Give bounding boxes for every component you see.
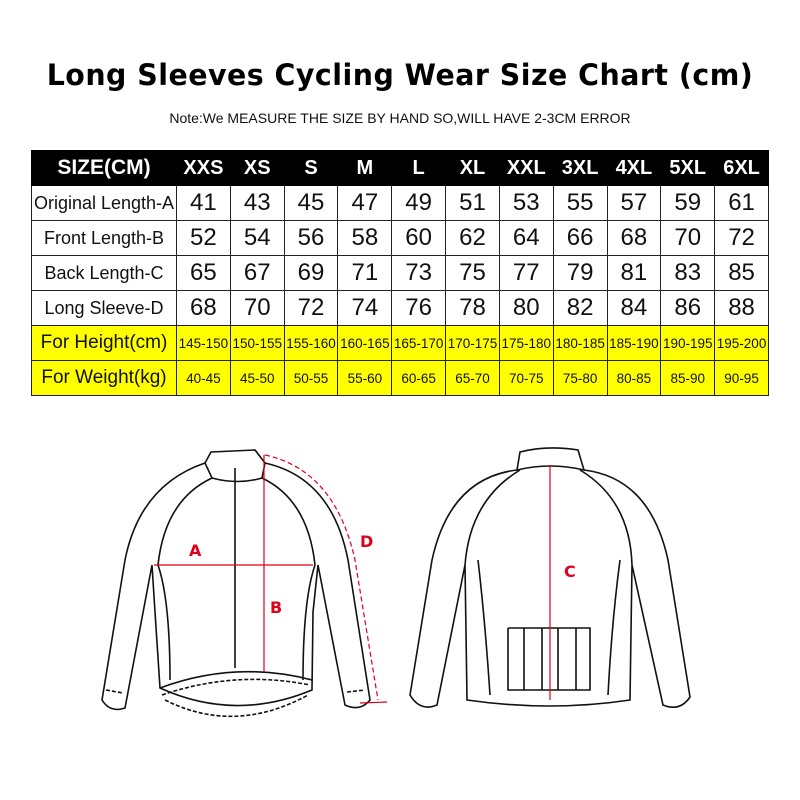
header-size: XL <box>445 150 500 186</box>
header-size: 6XL <box>714 150 769 186</box>
row-label: For Height(cm) <box>31 325 177 361</box>
header-size: M <box>337 150 393 186</box>
measurement-lines <box>154 454 388 704</box>
table-cell: 40-45 <box>176 360 231 396</box>
table-cell: 155-160 <box>283 325 339 361</box>
table-cell: 195-200 <box>714 325 769 361</box>
table-cell: 51 <box>445 185 500 221</box>
table-cell: 69 <box>283 255 339 291</box>
table-cell: 64 <box>498 220 554 256</box>
table-cell: 45-50 <box>229 360 285 396</box>
table-cell: 76 <box>391 290 447 326</box>
table-cell: 77 <box>498 255 554 291</box>
header-size: L <box>391 150 447 186</box>
measure-line-d <box>264 454 379 701</box>
table-cell: 79 <box>552 255 608 291</box>
table-cell: 70-75 <box>498 360 554 396</box>
table-cell: 170-175 <box>445 325 500 361</box>
table-cell: 50-55 <box>283 360 339 396</box>
table-cell: 58 <box>337 220 393 256</box>
table-cell: 75-80 <box>552 360 608 396</box>
table-cell: 84 <box>606 290 662 326</box>
table-cell: 75 <box>445 255 500 291</box>
table-cell: 165-170 <box>391 325 447 361</box>
row-label: For Weight(kg) <box>31 360 177 396</box>
table-row: Front Length-B 52 54 56 58 60 62 64 66 68 70 72 <box>31 220 769 256</box>
header-size: 3XL <box>552 150 608 186</box>
table-row: For Height(cm) 145-150 150-155 155-160 160-1… <box>31 325 769 361</box>
table-cell: 88 <box>714 290 769 326</box>
table-cell: 86 <box>660 290 716 326</box>
table-cell: 61 <box>714 185 769 221</box>
row-label: Original Length-A <box>31 185 177 221</box>
label-c: C <box>564 562 576 581</box>
table-row: For Weight(kg) 40-45 45-50 50-55 55-60 60-65 6… <box>31 360 769 396</box>
table-cell: 72 <box>714 220 769 256</box>
page-title: Long Sleeves Cycling Wear Size Chart (cm… <box>46 58 754 92</box>
table-cell: 62 <box>445 220 500 256</box>
front-jersey-drawing <box>101 449 371 718</box>
table-cell: 71 <box>337 255 393 291</box>
table-cell: 47 <box>337 185 393 221</box>
table-cell: 90-95 <box>714 360 769 396</box>
header-size: XS <box>229 150 285 186</box>
table-cell: 55-60 <box>337 360 393 396</box>
header-size: 5XL <box>660 150 716 186</box>
table-cell: 175-180 <box>498 325 554 361</box>
table-cell: 85 <box>714 255 769 291</box>
table-cell: 83 <box>660 255 716 291</box>
table-cell: 160-165 <box>337 325 393 361</box>
label-b: B <box>270 598 282 617</box>
table-cell: 81 <box>606 255 662 291</box>
table-cell: 60 <box>391 220 447 256</box>
table-row: Back Length-C 65 67 69 71 73 75 77 79 81 83 85 <box>31 255 769 291</box>
row-label: Front Length-B <box>31 220 177 256</box>
label-d: D <box>360 532 373 551</box>
table-cell: 66 <box>552 220 608 256</box>
label-a: A <box>189 541 202 560</box>
table-cell: 74 <box>337 290 393 326</box>
table-cell: 67 <box>229 255 285 291</box>
table-cell: 65 <box>176 255 231 291</box>
table-cell: 52 <box>176 220 231 256</box>
table-cell: 190-195 <box>660 325 716 361</box>
row-label: Back Length-C <box>31 255 177 291</box>
table-cell: 65-70 <box>445 360 500 396</box>
table-cell: 68 <box>606 220 662 256</box>
header-size: S <box>283 150 339 186</box>
table-cell: 150-155 <box>229 325 285 361</box>
header-size: XXL <box>498 150 554 186</box>
table-cell: 80-85 <box>606 360 662 396</box>
table-cell: 60-65 <box>391 360 447 396</box>
table-row: Long Sleeve-D 68 70 72 74 76 78 80 82 84 86 88 <box>31 290 769 326</box>
table-cell: 72 <box>283 290 339 326</box>
header-size-label: SIZE(CM) <box>31 150 177 186</box>
measurement-note: Note:We MEASURE THE SIZE BY HAND SO,WILL… <box>169 110 631 126</box>
back-jersey-drawing <box>409 447 691 708</box>
size-chart-table: SIZE(CM) XXS XS S M L XL XXL 3XL 4XL 5XL 6XL Origina… <box>31 150 769 396</box>
table-cell: 85-90 <box>660 360 716 396</box>
header-size: 4XL <box>606 150 662 186</box>
table-cell: 78 <box>445 290 500 326</box>
